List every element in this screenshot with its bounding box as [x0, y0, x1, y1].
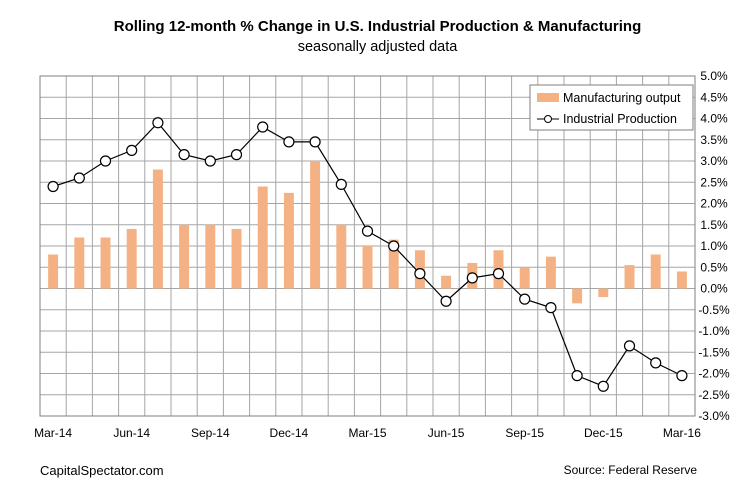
- y-tick-label: 4.0%: [700, 112, 728, 126]
- y-tick-label: 5.0%: [700, 69, 728, 83]
- x-tick-label: Mar-16: [663, 426, 701, 440]
- manufacturing-bar: [519, 267, 530, 289]
- manufacturing-bar: [152, 169, 163, 289]
- industrial-production-point: [178, 149, 190, 161]
- industrial-production-line: [47, 117, 688, 392]
- industrial-production-point: [388, 240, 400, 252]
- manufacturing-bar: [205, 224, 216, 289]
- industrial-production-point: [466, 272, 478, 284]
- x-tick-label: Mar-15: [348, 426, 386, 440]
- footer-credit: CapitalSpectator.com: [40, 463, 164, 478]
- manufacturing-bar: [336, 224, 347, 289]
- y-tick-label: -1.5%: [698, 345, 730, 359]
- industrial-production-point: [257, 121, 269, 133]
- industrial-production-point: [623, 340, 636, 352]
- industrial-production-point: [152, 117, 164, 129]
- plot-area-border: [39, 75, 696, 417]
- manufacturing-bar: [100, 237, 111, 289]
- x-tick-label: Jun-15: [428, 426, 465, 440]
- industrial-production-point: [571, 370, 583, 382]
- industrial-production-point: [47, 180, 59, 193]
- y-tick-label: 2.0%: [700, 197, 728, 211]
- y-tick-label: 1.5%: [700, 218, 728, 232]
- manufacturing-bar: [545, 256, 556, 289]
- manufacturing-bar: [126, 229, 137, 289]
- x-axis-ticks: Mar-14 Jun-14 Sep-14 Dec-14 Mar-15 Jun-15 Sep-…: [34, 426, 701, 440]
- manufacturing-bar: [283, 192, 294, 289]
- industrial-production-point: [361, 225, 374, 237]
- x-tick-label: Jun-14: [113, 426, 150, 440]
- legend-label-manufacturing: Manufacturing output: [563, 91, 681, 105]
- industrial-production-point: [650, 357, 662, 369]
- manufacturing-bar: [179, 224, 190, 289]
- y-tick-label: 2.5%: [700, 175, 728, 189]
- manufacturing-bar: [624, 265, 635, 289]
- y-tick-label: 1.0%: [700, 239, 728, 253]
- y-tick-label: -2.0%: [698, 367, 730, 381]
- manufacturing-bar: [257, 186, 268, 289]
- industrial-production-point: [597, 380, 609, 392]
- manufacturing-bar: [310, 161, 321, 289]
- legend-label-industrial: Industrial Production: [563, 112, 677, 126]
- industrial-production-point: [204, 155, 216, 167]
- industrial-production-point: [519, 293, 531, 305]
- x-tick-label: Dec-15: [584, 426, 623, 440]
- y-tick-label: 4.5%: [700, 90, 728, 104]
- industrial-production-point: [676, 370, 688, 382]
- manufacturing-bar: [572, 288, 583, 304]
- chart-subtitle: seasonally adjusted data: [297, 39, 458, 55]
- y-tick-label: 3.0%: [700, 154, 728, 168]
- manufacturing-bar: [362, 246, 373, 289]
- chart-title: Rolling 12-month % Change in U.S. Indust…: [113, 18, 642, 35]
- legend-swatch-manufacturing: [537, 93, 559, 102]
- x-tick-label: Dec-14: [270, 426, 309, 440]
- industrial-production-point: [440, 295, 452, 307]
- y-tick-label: 3.5%: [700, 133, 728, 147]
- manufacturing-bar: [650, 254, 661, 289]
- industrial-production-point: [126, 144, 138, 156]
- y-tick-label: -2.5%: [698, 388, 730, 402]
- industrial-production-point: [492, 268, 505, 280]
- industrial-production-point: [99, 155, 112, 167]
- footer-source: Source: Federal Reserve: [563, 463, 697, 477]
- manufacturing-bar: [388, 239, 399, 289]
- industrial-production-point: [545, 302, 557, 314]
- manufacturing-bar: [231, 229, 242, 289]
- x-tick-label: Sep-14: [191, 426, 230, 440]
- y-tick-label: 0.5%: [700, 260, 728, 274]
- y-tick-label: 0.0%: [700, 282, 728, 296]
- manufacturing-bar: [74, 237, 85, 289]
- industrial-production-point: [230, 149, 243, 161]
- industrial-production-point: [335, 178, 347, 190]
- x-tick-label: Mar-14: [34, 426, 72, 440]
- y-tick-label: -3.0%: [698, 409, 730, 423]
- manufacturing-bar: [676, 271, 687, 289]
- industrial-production-point: [73, 172, 85, 184]
- y-tick-label: -0.5%: [698, 303, 730, 317]
- manufacturing-bar: [598, 288, 609, 297]
- y-axis-ticks: 5.0% 4.5% 4.0% 3.5% 3.0% 2.5% 2.0% 1.5% 1.0% 0.5%…: [698, 69, 730, 423]
- gridlines: [40, 76, 695, 416]
- legend: Manufacturing output Industrial Producti…: [529, 84, 694, 131]
- manufacturing-bar: [48, 254, 59, 289]
- y-tick-label: -1.0%: [698, 324, 730, 338]
- manufacturing-bar: [441, 275, 452, 289]
- x-tick-label: Sep-15: [505, 426, 544, 440]
- legend-swatch-industrial-marker: [544, 115, 552, 123]
- industrial-production-point: [414, 268, 426, 280]
- legend-box: [529, 84, 694, 131]
- industrial-production-point: [309, 136, 321, 148]
- industrial-production-point: [283, 136, 295, 148]
